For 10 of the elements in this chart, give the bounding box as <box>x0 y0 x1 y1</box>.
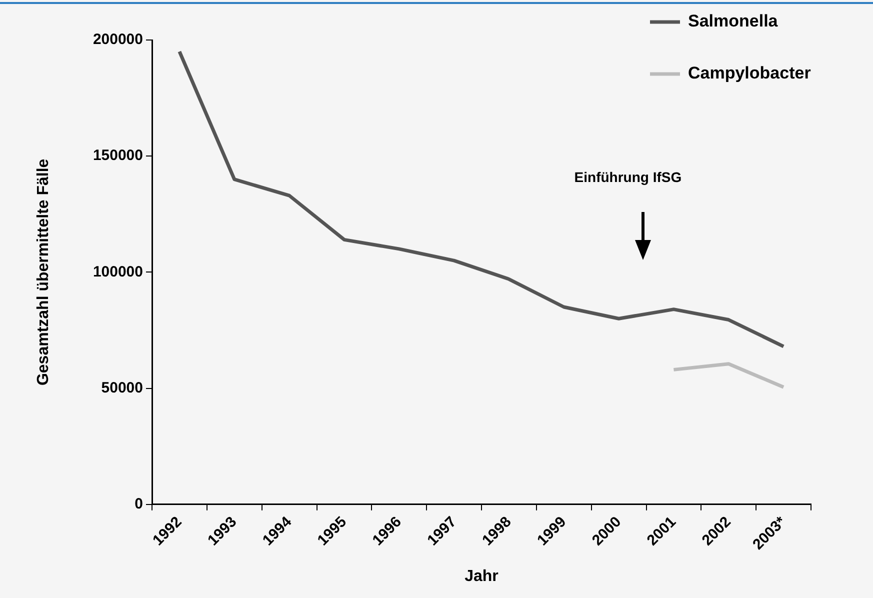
legend-label: Campylobacter <box>688 64 812 83</box>
y-tick-label: 200000 <box>92 31 143 48</box>
annotation: Einführung IfSG <box>574 168 682 185</box>
y-tick-label: 50000 <box>101 379 143 396</box>
y-tick-label: 0 <box>134 495 143 512</box>
legend-label: Salmonella <box>688 12 778 31</box>
y-axis-title: Gesamtzahl übermittelte Fälle <box>35 158 52 386</box>
y-tick-label: 150000 <box>92 147 143 164</box>
y-tick-label: 100000 <box>92 263 143 280</box>
x-axis-title: Jahr <box>464 568 498 585</box>
